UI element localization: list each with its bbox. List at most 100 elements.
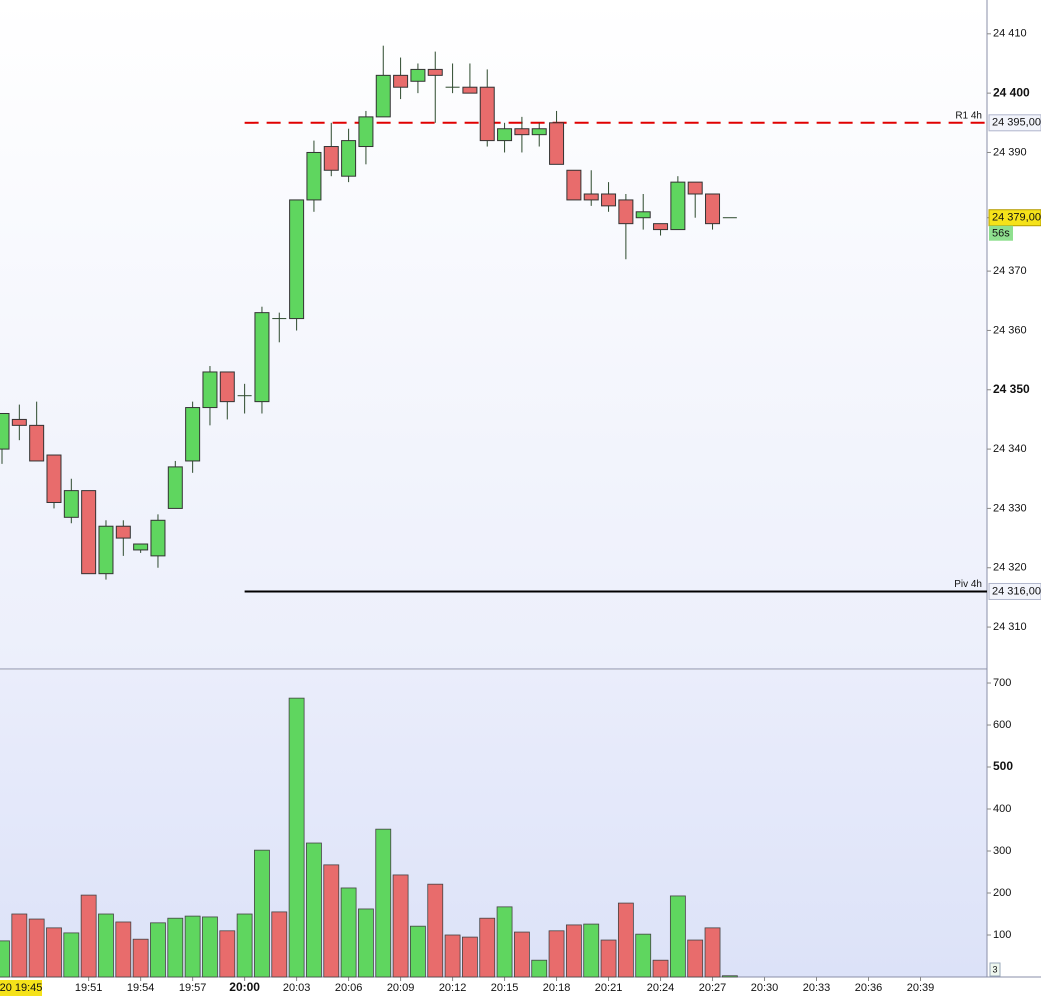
y-tick-label: 200 xyxy=(993,887,1011,899)
y-tick-label: 100 xyxy=(993,929,1011,941)
volume-bar xyxy=(254,849,270,978)
time-axis xyxy=(0,977,1041,997)
y-tick-label: 24 390 xyxy=(993,146,1027,158)
x-tick-label: 20:03 xyxy=(283,982,311,994)
volume-bar xyxy=(600,939,617,978)
timer-tag xyxy=(989,225,1013,241)
volume-bar xyxy=(340,887,357,978)
candle-body xyxy=(375,74,391,118)
volume-bar xyxy=(427,883,444,978)
volume-bar xyxy=(687,939,704,978)
candle-body xyxy=(254,312,270,403)
volume-bar xyxy=(721,975,738,978)
x-tick-label: 20:30 xyxy=(751,982,779,994)
level-label: Piv 4h xyxy=(954,579,982,590)
candle-body xyxy=(653,223,669,231)
volume-bar xyxy=(219,930,236,978)
volume-bar xyxy=(271,911,288,978)
axis-area xyxy=(987,0,1041,977)
volume-bar xyxy=(635,933,652,978)
volume-bar xyxy=(669,895,686,978)
volume-bar xyxy=(63,932,80,978)
cursor-label: 20 19:45 xyxy=(0,982,42,994)
y-tick-label: 400 xyxy=(993,803,1011,815)
candle-body xyxy=(705,193,721,225)
y-tick-label: 24 310 xyxy=(993,621,1027,633)
candle-body xyxy=(601,193,617,207)
level-tag xyxy=(988,114,1041,132)
volume-bar xyxy=(167,917,184,978)
candle-body xyxy=(306,151,322,201)
volume-bar xyxy=(652,959,669,978)
volume-bar xyxy=(184,915,201,978)
x-tick-label: 20:09 xyxy=(387,982,415,994)
x-tick-label: 20:27 xyxy=(699,982,727,994)
candle-body xyxy=(358,116,374,148)
candle-body xyxy=(583,193,599,201)
volume-bar xyxy=(514,931,530,978)
candle-body xyxy=(410,68,426,82)
volume-bar xyxy=(410,925,426,978)
x-tick-label: 20:33 xyxy=(803,982,831,994)
candle-body xyxy=(687,181,703,195)
candle-body xyxy=(635,211,651,219)
candle-body xyxy=(462,86,478,94)
volume-bar xyxy=(565,924,582,978)
candle-body xyxy=(202,371,218,409)
x-tick-label: 20:15 xyxy=(491,982,519,994)
volume-bar xyxy=(704,927,721,978)
candle-body xyxy=(479,86,495,142)
candle-body xyxy=(185,407,201,462)
volume-bar xyxy=(323,864,340,978)
y-tick-label: 24 410 xyxy=(993,28,1027,40)
level-tag-label: 24 316,00 xyxy=(992,585,1041,597)
volume-bar xyxy=(0,940,10,978)
volume-bar xyxy=(306,842,322,978)
volume-bar xyxy=(288,697,305,978)
y-tick-label: 24 370 xyxy=(993,265,1027,277)
last-volume-label: 3 xyxy=(992,964,997,974)
cursor-tag xyxy=(0,980,42,996)
volume-bar xyxy=(28,918,45,978)
volume-bar xyxy=(115,921,132,978)
volume-bar xyxy=(46,927,62,978)
volume-bar xyxy=(11,913,28,978)
candle-body xyxy=(341,140,357,177)
candle-body xyxy=(531,128,547,136)
candle-body xyxy=(81,490,97,575)
x-tick-label: 19:51 xyxy=(75,982,103,994)
candle-body xyxy=(219,371,235,403)
y-tick-label: 500 xyxy=(993,759,1013,773)
x-tick-label: 20:00 xyxy=(229,980,260,994)
volume-bar xyxy=(202,916,218,978)
candle-body xyxy=(323,146,339,171)
volume-bar xyxy=(531,959,548,978)
last-price-tag xyxy=(988,209,1041,227)
candle-body xyxy=(167,466,183,509)
y-tick-label: 24 350 xyxy=(993,382,1030,396)
x-tick-label: 19:54 xyxy=(127,982,155,994)
candle-body xyxy=(63,490,79,518)
volume-bar xyxy=(150,922,166,978)
last-price-label: 24 379,00 xyxy=(992,212,1041,224)
candle-body xyxy=(11,418,27,426)
candle-body xyxy=(115,525,131,539)
volume-bar xyxy=(236,913,253,978)
y-tick-label: 600 xyxy=(993,719,1011,731)
volume-bar xyxy=(617,902,634,978)
candle-body xyxy=(427,68,443,76)
volume-bar xyxy=(462,936,478,978)
x-tick-label: 20:39 xyxy=(907,982,935,994)
candle-body xyxy=(566,169,582,201)
candle-body xyxy=(0,412,10,450)
level-label: R1 4h xyxy=(955,110,982,121)
y-tick-label: 24 400 xyxy=(993,85,1030,99)
y-tick-label: 300 xyxy=(993,845,1011,857)
volume-bar xyxy=(358,908,374,978)
x-tick-label: 20:21 xyxy=(595,982,623,994)
volume-bar xyxy=(392,874,409,978)
volume-bar xyxy=(548,930,565,978)
y-tick-label: 24 340 xyxy=(993,443,1027,455)
x-tick-label: 20:12 xyxy=(439,982,467,994)
